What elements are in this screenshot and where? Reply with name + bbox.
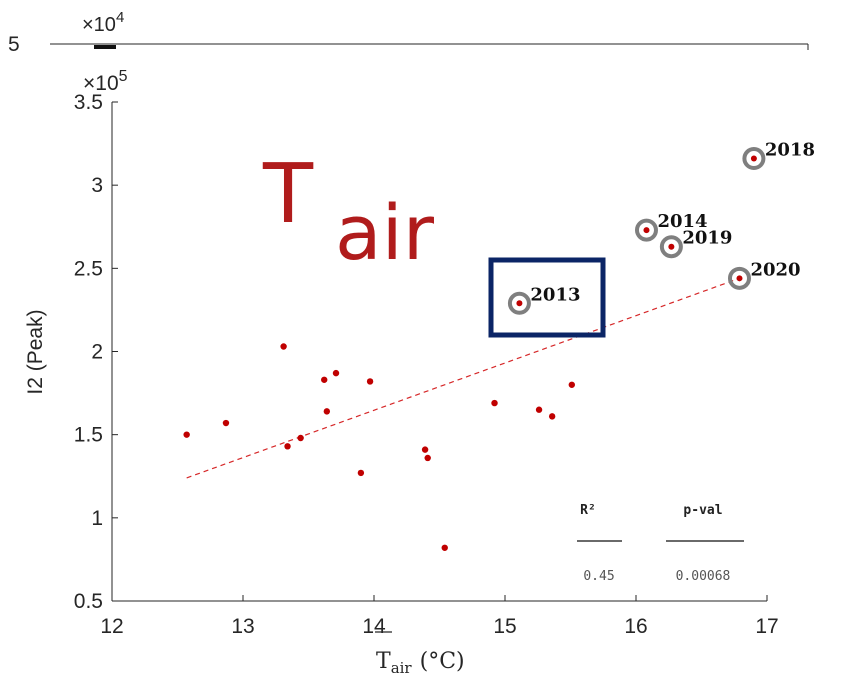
chart-title: T air (262, 147, 435, 277)
stats-panel: R² 0.45 p-val 0.00068 (577, 503, 744, 584)
y-tick-label: 3.5 (74, 91, 103, 114)
title-sub: air (335, 188, 435, 277)
y-axis-ticks: 0.5 1 1.5 2 2.5 3 3.5 (74, 91, 118, 613)
ring-2013 (507, 291, 531, 315)
year-label-2018: 2018 (765, 140, 815, 161)
title-main: T (262, 147, 314, 242)
data-point (535, 406, 543, 413)
top-tick-mark (94, 45, 116, 49)
x-axis-ticks: 12 13 14 15 16 17 (100, 595, 779, 638)
ring-2019 (659, 235, 683, 259)
data-point (424, 454, 431, 462)
axes-frame (111, 102, 767, 602)
year-label-2013: 2013 (530, 284, 580, 305)
top-multiplier: ×104 (82, 9, 124, 36)
y-tick-label: 1 (91, 507, 103, 530)
data-point (366, 378, 374, 385)
x-tick-label: 13 (231, 615, 254, 638)
p-value: 0.00068 (676, 569, 731, 584)
regression-line (186, 277, 740, 479)
data-point-2019 (668, 243, 675, 250)
x-axis-label: Tair (°C) (375, 631, 465, 677)
data-point (284, 443, 291, 450)
p-label: p-val (683, 503, 722, 518)
data-point (491, 399, 498, 407)
data-point (332, 369, 340, 377)
data-point (421, 446, 429, 453)
data-point (441, 544, 448, 551)
ring-2020 (727, 266, 751, 290)
x-tick-label: 14 (362, 615, 386, 638)
r2-value: 0.45 (583, 569, 614, 584)
data-point-2018 (750, 155, 757, 162)
data-points (183, 343, 576, 551)
highlight-box-2013 (488, 257, 606, 338)
year-label-2014: 2014 (657, 211, 707, 232)
x-tick-label: 17 (755, 615, 778, 638)
x-tick-label: 12 (100, 615, 123, 638)
ring-2014 (634, 218, 658, 242)
data-point (280, 343, 287, 350)
data-point (548, 413, 556, 420)
data-point-2013 (516, 300, 523, 307)
ring-2018 (742, 147, 766, 171)
top-axis-fragment: 5 ×104 (8, 9, 809, 56)
y-tick-label: 2.5 (74, 257, 103, 280)
data-point (323, 408, 331, 415)
y-tick-label: 2 (91, 341, 103, 364)
data-point-2020 (736, 275, 743, 282)
data-point (297, 434, 304, 442)
y-tick-label: 1.5 (74, 424, 103, 447)
year-label-2020: 2020 (750, 259, 800, 280)
y-axis-label: I2 (Peak) (24, 309, 47, 394)
y-tick-label: 0.5 (74, 590, 103, 613)
r2-label: R² (580, 503, 596, 518)
x-label-base: Tair (°C) (376, 649, 465, 677)
x-tick-label: 15 (493, 615, 516, 638)
y-multiplier: ×105 (83, 68, 128, 95)
top-tick-label: 5 (8, 33, 20, 56)
data-point (321, 376, 328, 383)
year-label-2019: 2019 (682, 228, 732, 249)
data-point (183, 431, 190, 438)
data-point (357, 469, 365, 477)
data-point (568, 381, 576, 388)
data-point-2014 (643, 227, 650, 234)
data-point (222, 419, 230, 427)
y-tick-label: 3 (91, 174, 103, 197)
x-tick-label: 16 (624, 615, 647, 638)
